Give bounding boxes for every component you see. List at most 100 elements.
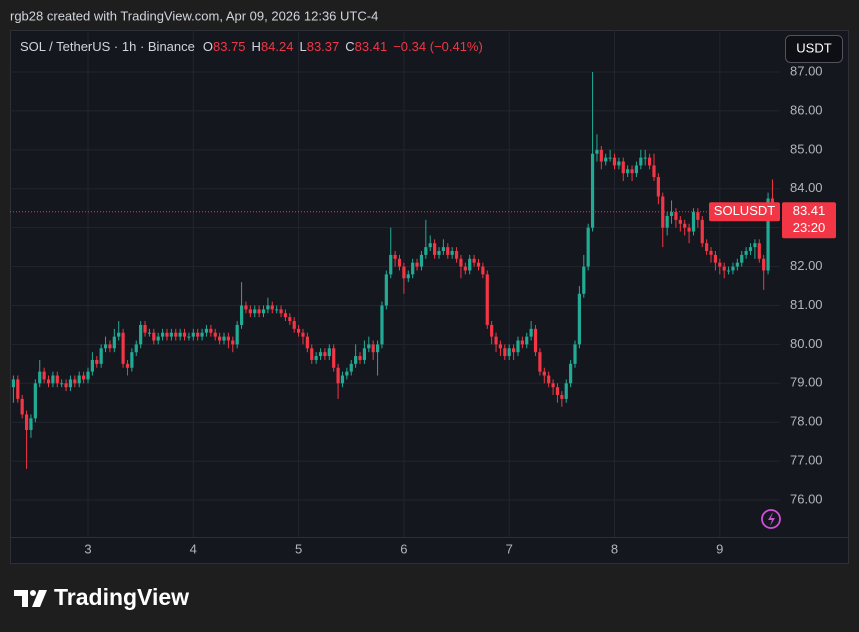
candle-body: [244, 305, 248, 310]
candle-body: [490, 324, 494, 337]
y-tick-label: 86.00: [790, 102, 823, 117]
candle-body: [218, 336, 222, 341]
candle-body: [292, 321, 296, 329]
candle-body: [551, 383, 555, 388]
legend-label: L: [299, 39, 306, 54]
candle-body: [485, 274, 489, 325]
candle-body: [586, 227, 590, 267]
candle-body: [112, 336, 116, 349]
x-tick-label: 5: [295, 541, 302, 556]
candle-body: [687, 227, 691, 232]
candle-body: [595, 149, 599, 154]
candle-body: [569, 363, 573, 384]
candle-body: [700, 219, 704, 244]
candle-body: [525, 336, 529, 345]
candle-body: [406, 274, 410, 279]
button-box[interactable]: [785, 35, 843, 63]
candle-body: [301, 332, 305, 337]
candle-body: [612, 157, 617, 166]
candle-body: [266, 305, 270, 310]
candle-body: [722, 266, 726, 271]
candle-body: [433, 243, 437, 255]
candle-body: [590, 153, 595, 228]
candle-body: [683, 223, 687, 228]
x-tick-label: 4: [190, 541, 197, 556]
candle-body: [481, 266, 485, 275]
symbol-tag-box: [709, 202, 780, 222]
legend-label: C: [345, 39, 354, 54]
candle-body: [757, 243, 761, 259]
candle-body: [60, 383, 64, 385]
candle-body: [64, 383, 68, 388]
candle-body: [555, 387, 560, 395]
candle-body: [226, 336, 230, 341]
candle-body: [270, 305, 274, 310]
candle-body: [621, 161, 625, 174]
candle-body: [134, 344, 138, 353]
candle-body: [626, 169, 630, 174]
y-tick-label: 79.00: [790, 375, 823, 390]
header-title: rgb28 created with TradingView.com, Apr …: [10, 8, 378, 23]
candle-body: [731, 266, 735, 271]
candle-body: [297, 328, 301, 333]
candle-body: [165, 332, 169, 337]
candle-body: [463, 266, 467, 271]
candle-body: [261, 309, 266, 314]
candle-body: [468, 258, 472, 271]
candle-body: [29, 418, 33, 430]
candle-body: [454, 251, 459, 259]
candle-body: [108, 344, 112, 349]
candle-body: [349, 363, 353, 372]
candle-body: [209, 328, 213, 333]
candle-body: [494, 336, 498, 345]
tv-logo: TradingView: [14, 584, 189, 610]
y-tick-label: 82.00: [790, 258, 823, 273]
candle-body: [283, 313, 288, 318]
candle-body: [696, 212, 700, 220]
candle-body: [275, 309, 279, 311]
footer-brand: TradingView: [54, 584, 189, 610]
candle-body: [384, 274, 388, 306]
logo-dot: [30, 590, 36, 596]
candle-body: [82, 375, 86, 380]
candle-body: [643, 157, 647, 159]
candle-body: [24, 414, 29, 430]
candle-body: [634, 165, 639, 174]
candle-body: [665, 215, 669, 228]
candle-body: [182, 332, 187, 337]
candle-body: [630, 169, 634, 174]
x-tick-label: 6: [400, 541, 407, 556]
y-tick-label: 78.00: [790, 414, 823, 429]
candles: [11, 72, 775, 469]
candle-body: [196, 332, 200, 337]
candle-body: [726, 270, 731, 272]
legend-label: H: [252, 39, 261, 54]
candle-body: [99, 348, 103, 364]
y-tick-label: 87.00: [790, 63, 823, 78]
candle-body: [125, 363, 130, 368]
candle-body: [358, 356, 362, 360]
candle-body: [375, 344, 380, 353]
candle-body: [718, 262, 722, 267]
candle-body: [529, 328, 533, 337]
candle-body: [253, 309, 257, 314]
y-tick-label: 77.00: [790, 453, 823, 468]
candle-body: [239, 305, 244, 325]
usdt-button[interactable]: USDT: [785, 35, 843, 63]
candle-body: [130, 352, 134, 368]
candle-body: [516, 340, 520, 353]
candle-body: [744, 251, 748, 255]
candle-body: [547, 375, 551, 384]
candle-body: [169, 332, 173, 337]
candle-body: [139, 324, 143, 345]
candle-body: [336, 367, 340, 384]
candle-body: [713, 254, 718, 263]
candle-body: [16, 379, 20, 399]
button-label[interactable]: USDT: [796, 40, 831, 55]
candle-body: [362, 348, 367, 360]
candle-body: [42, 371, 46, 380]
alert-icon: [761, 509, 781, 529]
candle-body: [428, 243, 432, 248]
